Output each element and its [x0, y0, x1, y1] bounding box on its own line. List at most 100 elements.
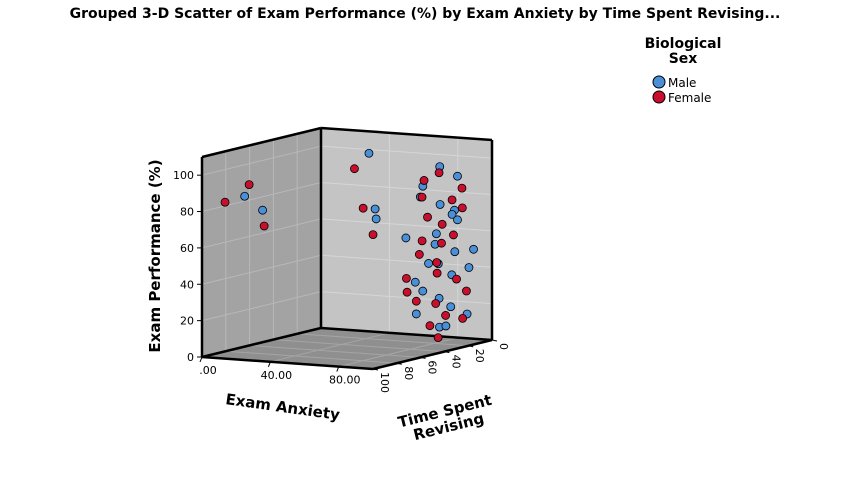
data-point: [462, 286, 471, 296]
data-point: [458, 313, 468, 323]
data-point: [220, 197, 230, 207]
data-point: [431, 299, 441, 308]
data-point: [417, 192, 427, 202]
y-axis-label: Exam Performance (%): [146, 159, 164, 352]
grid-line: [201, 291, 322, 322]
y-tick-label: 80: [180, 206, 194, 219]
data-point: [402, 287, 412, 297]
grid-line: [320, 254, 493, 268]
x-tick-label: 40.00: [261, 369, 293, 382]
data-point: [419, 176, 429, 185]
grid-line: [320, 291, 493, 305]
grid-line: [201, 145, 322, 176]
grid-line: [320, 182, 493, 196]
data-point: [441, 321, 451, 331]
axis-line: [201, 326, 322, 359]
data-point: [453, 215, 462, 225]
data-point: [431, 229, 441, 239]
axis-line: [320, 326, 493, 342]
legend-marker: [652, 90, 666, 104]
y-tick-label: 100: [173, 169, 194, 182]
z-tick-label: 40: [449, 355, 462, 369]
axis-line: [372, 338, 493, 371]
z-tick-label: 80: [402, 366, 415, 380]
data-point: [432, 268, 442, 278]
grid-line: [201, 218, 322, 249]
data-point: [453, 171, 462, 181]
data-point: [364, 148, 374, 158]
data-point: [437, 238, 446, 248]
legend-title: Biological: [645, 36, 722, 52]
z-tick-label: 0: [497, 343, 510, 350]
axis-line: [320, 126, 493, 142]
legend-label: Female: [668, 91, 711, 105]
grid-line: [320, 145, 493, 159]
data-point: [370, 204, 380, 214]
data-point: [432, 258, 442, 267]
chart-title: Grouped 3-D Scatter of Exam Performance …: [70, 6, 781, 22]
y-tick-label: 60: [180, 242, 194, 255]
tick-mark: [491, 339, 498, 342]
data-point: [441, 311, 451, 320]
x-axis-label: Exam Anxiety: [224, 390, 341, 424]
data-point: [425, 321, 435, 331]
data-point: [417, 236, 427, 246]
y-tick-label: 20: [180, 315, 194, 328]
x-tick-label: .00: [199, 364, 217, 377]
data-point: [244, 180, 254, 189]
grid-line: [320, 218, 493, 232]
grid-line: [270, 332, 390, 363]
data-point: [258, 205, 268, 215]
data-point: [368, 230, 378, 240]
z-tick-label: 100: [378, 372, 391, 393]
data-point: [469, 244, 478, 254]
data-point: [424, 259, 433, 268]
legend-marker: [652, 75, 666, 89]
data-point: [434, 168, 444, 178]
side-wall: [202, 128, 321, 357]
data-point: [446, 302, 456, 312]
z-tick-label: 20: [473, 349, 486, 363]
data-point: [358, 203, 368, 213]
data-point: [259, 221, 269, 231]
data-point: [464, 263, 474, 272]
y-tick-label: 40: [180, 278, 194, 291]
z-tick-label: 60: [426, 360, 439, 374]
data-point: [240, 191, 250, 201]
data-point: [414, 250, 424, 259]
axis-line: [201, 126, 322, 159]
data-point: [437, 219, 447, 229]
data-point: [452, 274, 461, 284]
data-point: [423, 212, 432, 222]
data-point: [433, 333, 443, 342]
data-point: [371, 214, 381, 224]
grid-line: [249, 344, 421, 358]
legend-label: Male: [668, 76, 696, 90]
data-point: [435, 200, 445, 209]
data-point: [402, 273, 411, 283]
axis-line: [201, 355, 374, 371]
data-point: [350, 164, 359, 174]
grid-line: [201, 254, 322, 285]
data-point: [447, 210, 457, 219]
legend-title: Sex: [669, 51, 698, 67]
grid-line: [338, 337, 458, 368]
grid-line: [201, 182, 322, 213]
data-point: [457, 203, 467, 213]
data-point: [411, 309, 421, 319]
x-tick-label: 80.00: [329, 374, 361, 387]
tick-mark: [199, 356, 203, 363]
data-point: [410, 277, 420, 287]
floor: [202, 328, 492, 369]
data-point: [418, 286, 428, 296]
data-point: [449, 230, 458, 240]
y-tick-label: 0: [187, 351, 194, 364]
grid-line: [273, 339, 445, 353]
data-point: [447, 195, 457, 205]
data-point: [457, 183, 467, 193]
data-point: [411, 296, 421, 306]
data-point: [401, 233, 411, 243]
grid-line: [225, 350, 397, 364]
data-point: [450, 247, 460, 257]
